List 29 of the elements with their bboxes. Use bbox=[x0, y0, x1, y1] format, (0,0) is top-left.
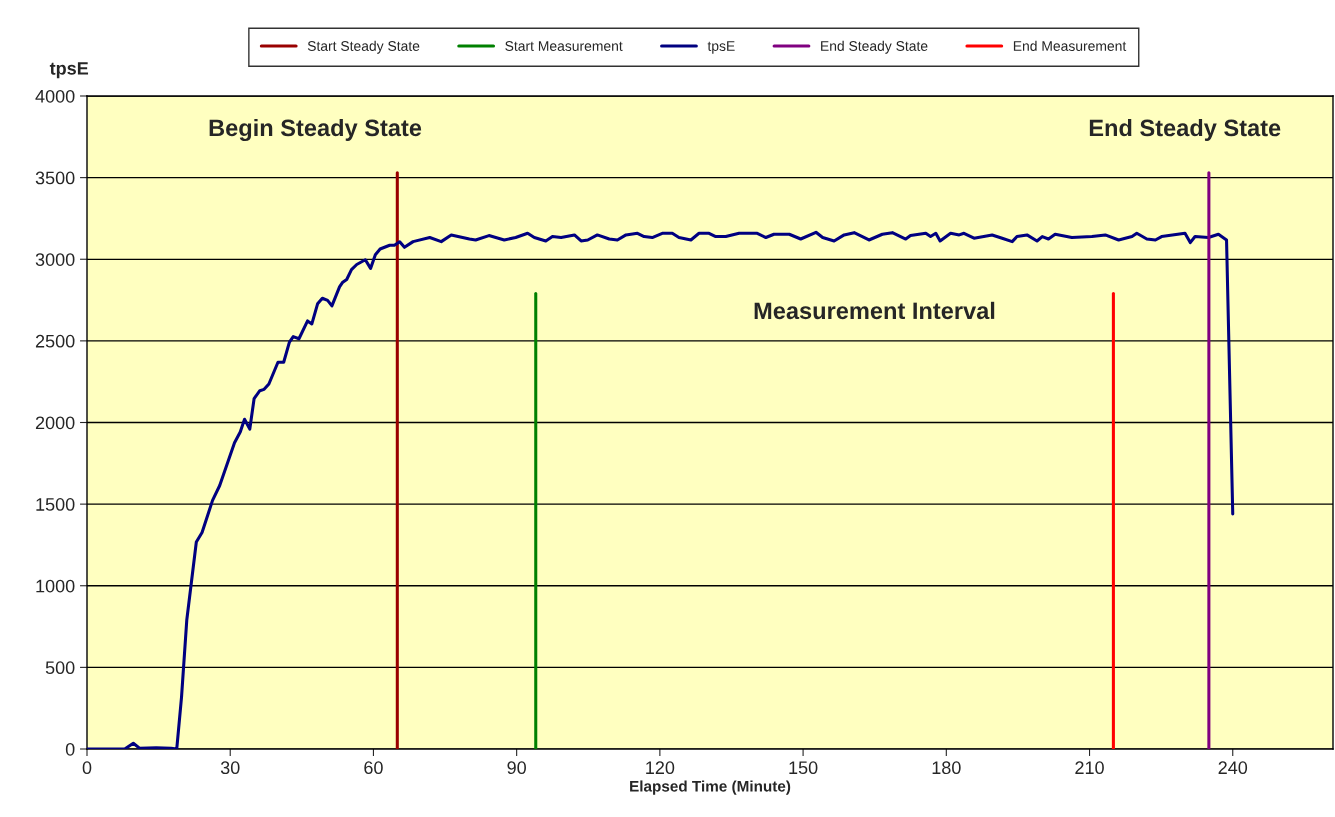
y-tick-label: 500 bbox=[45, 661, 75, 675]
x-tick-label: 60 bbox=[364, 761, 383, 775]
y-tick-label: 1000 bbox=[36, 579, 75, 593]
y-tick-label: 2000 bbox=[35, 416, 75, 430]
line-series bbox=[87, 230, 1235, 749]
y-tick-label: 2500 bbox=[35, 334, 75, 348]
y-tick-label: 1500 bbox=[36, 498, 75, 511]
y-tick-label: 0 bbox=[65, 742, 75, 756]
x-tick-label: 0 bbox=[82, 761, 92, 775]
x-tick-label: 180 bbox=[932, 761, 961, 775]
legend-label: Start Steady State bbox=[307, 40, 420, 54]
annotation: Measurement Interval bbox=[754, 301, 995, 320]
x-tick-label: 150 bbox=[789, 761, 818, 775]
x-tick-label: 30 bbox=[220, 761, 240, 775]
annotation: Begin Steady State bbox=[209, 118, 422, 142]
y-axis-title: tpsE bbox=[49, 62, 89, 79]
y-tick-label: 3500 bbox=[35, 171, 75, 185]
y-tick-label: 3000 bbox=[35, 253, 75, 266]
annotation: End Steady State bbox=[1089, 118, 1281, 141]
legend-label: tpsE bbox=[707, 41, 735, 54]
x-tick-label: 120 bbox=[646, 761, 675, 775]
legend-label: End Measurement bbox=[1013, 40, 1127, 51]
legend-label: End Steady State bbox=[821, 40, 928, 54]
x-tick-label: 90 bbox=[507, 761, 526, 775]
legend-label: Start Measurement bbox=[505, 41, 623, 51]
x-tick-label: 210 bbox=[1075, 761, 1104, 775]
x-axis-title: Elapsed Time (Minute) bbox=[630, 780, 791, 795]
x-tick-label: 240 bbox=[1218, 761, 1248, 775]
y-tick-label: 4000 bbox=[35, 89, 75, 103]
